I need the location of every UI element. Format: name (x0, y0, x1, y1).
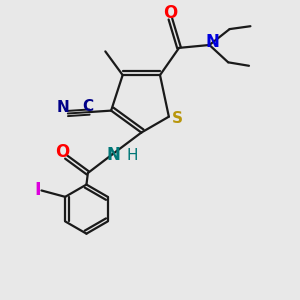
Text: N: N (107, 146, 121, 164)
Text: O: O (163, 4, 178, 22)
Text: O: O (55, 143, 69, 161)
Text: I: I (35, 181, 41, 199)
Text: S: S (171, 111, 182, 126)
Text: N: N (57, 100, 70, 115)
Text: N: N (206, 32, 220, 50)
Text: C: C (82, 99, 94, 114)
Text: H: H (126, 148, 138, 163)
